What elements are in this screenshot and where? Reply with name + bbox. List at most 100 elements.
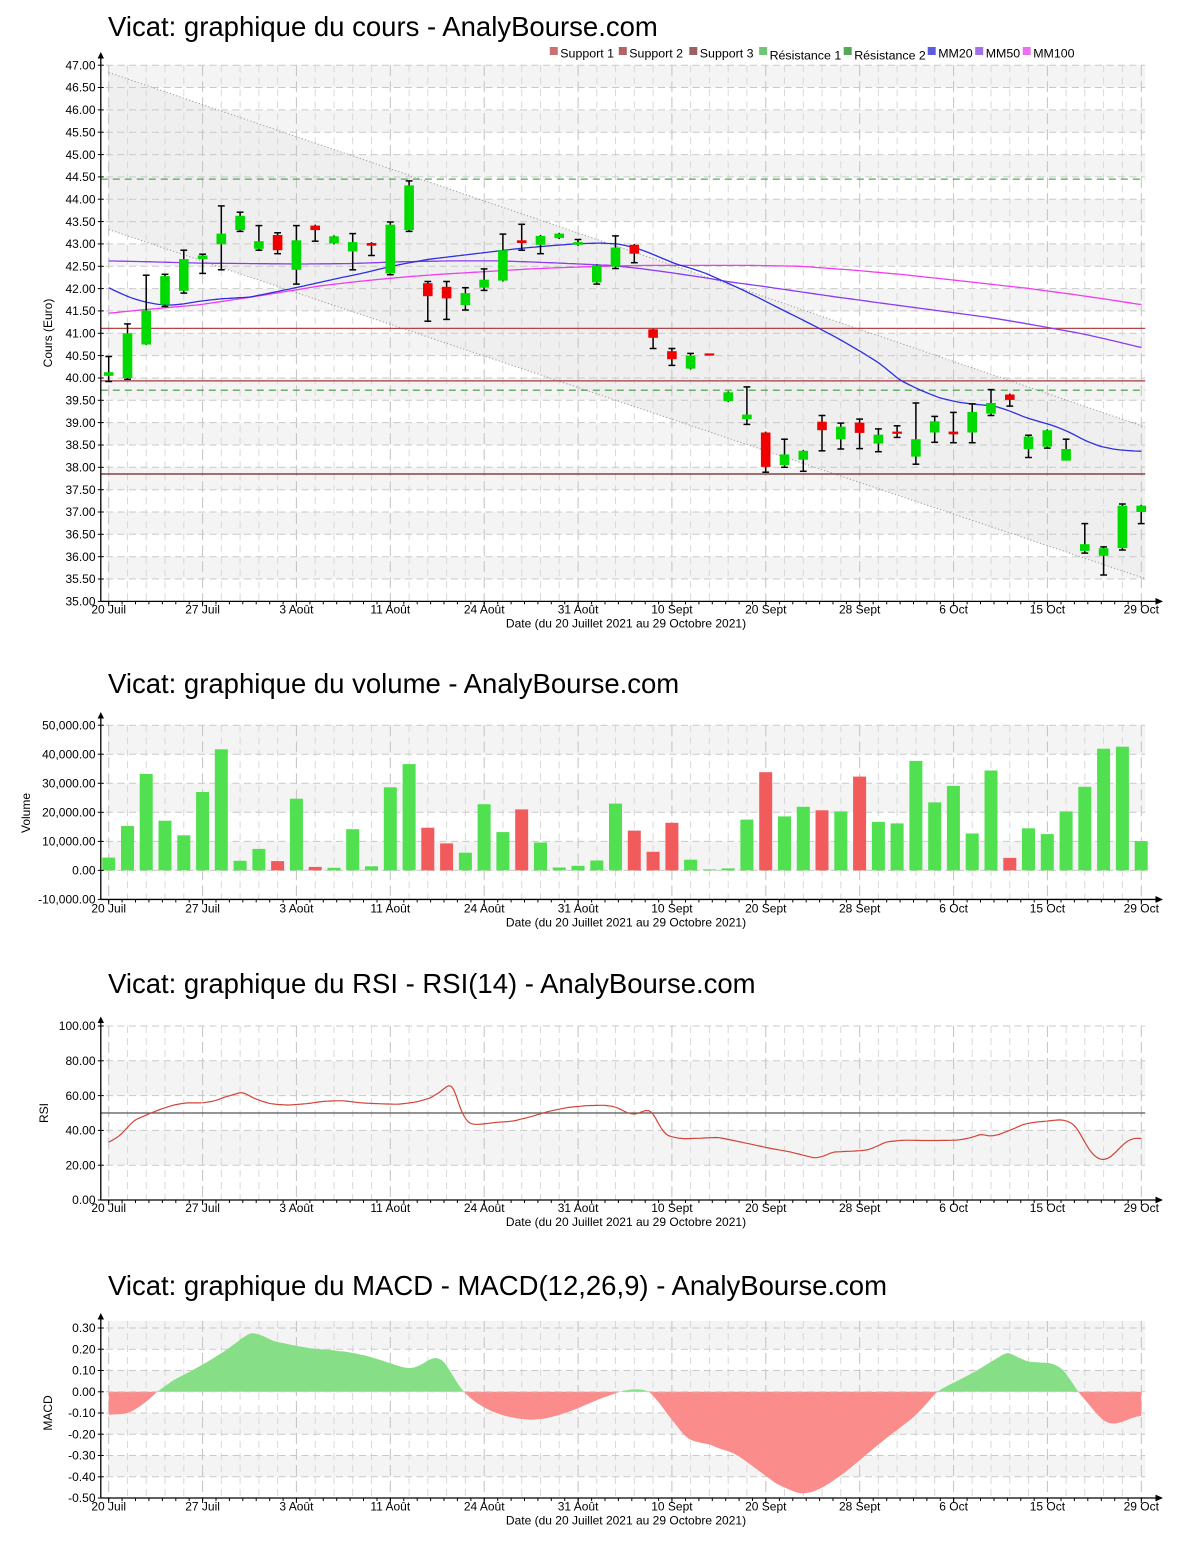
svg-text:Vicat: graphique du cours - An: Vicat: graphique du cours - AnalyBourse.… <box>108 11 658 42</box>
svg-text:6 Oct: 6 Oct <box>939 902 968 916</box>
svg-text:27 Juil: 27 Juil <box>185 1500 220 1514</box>
svg-text:39.50: 39.50 <box>65 394 95 408</box>
svg-text:Support 3: Support 3 <box>700 47 754 61</box>
svg-text:40,000.00: 40,000.00 <box>42 747 96 761</box>
svg-text:30,000.00: 30,000.00 <box>42 777 96 791</box>
svg-text:-0.40: -0.40 <box>68 1470 96 1484</box>
svg-text:45.50: 45.50 <box>65 125 95 139</box>
svg-text:MM20: MM20 <box>938 47 973 61</box>
svg-text:6 Oct: 6 Oct <box>939 1500 968 1514</box>
svg-text:-0.10: -0.10 <box>68 1406 96 1420</box>
svg-text:-0.50: -0.50 <box>68 1491 96 1505</box>
svg-text:27 Juil: 27 Juil <box>185 603 220 617</box>
svg-text:50,000.00: 50,000.00 <box>42 718 96 732</box>
svg-text:10 Sept: 10 Sept <box>651 902 693 916</box>
svg-text:20 Juil: 20 Juil <box>91 1500 126 1514</box>
svg-text:10,000.00: 10,000.00 <box>42 835 96 849</box>
svg-text:15 Oct: 15 Oct <box>1030 603 1066 617</box>
svg-text:27 Juil: 27 Juil <box>185 902 220 916</box>
svg-text:0.00: 0.00 <box>72 1385 96 1399</box>
svg-text:3 Août: 3 Août <box>279 902 314 916</box>
svg-text:0.00: 0.00 <box>72 1193 96 1207</box>
svg-text:10 Sept: 10 Sept <box>651 1500 693 1514</box>
svg-text:43.00: 43.00 <box>65 237 95 251</box>
svg-text:0.20: 0.20 <box>72 1343 96 1357</box>
svg-text:10 Sept: 10 Sept <box>651 603 693 617</box>
svg-text:Support 1: Support 1 <box>560 47 614 61</box>
svg-text:29 Oct: 29 Oct <box>1124 902 1160 916</box>
svg-text:0.00: 0.00 <box>72 864 96 878</box>
svg-text:Date (du 20 Juillet 2021 au 29: Date (du 20 Juillet 2021 au 29 Octobre 2… <box>506 916 746 930</box>
svg-text:60.00: 60.00 <box>65 1089 95 1103</box>
svg-text:40.00: 40.00 <box>65 371 95 385</box>
svg-text:20,000.00: 20,000.00 <box>42 806 96 820</box>
svg-text:Date (du 20 Juillet 2021 au 29: Date (du 20 Juillet 2021 au 29 Octobre 2… <box>506 1215 746 1229</box>
svg-text:20 Sept: 20 Sept <box>745 1500 787 1514</box>
svg-text:36.00: 36.00 <box>65 550 95 564</box>
svg-text:29 Oct: 29 Oct <box>1124 603 1160 617</box>
svg-text:20 Juil: 20 Juil <box>91 603 126 617</box>
svg-text:11 Août: 11 Août <box>370 902 410 916</box>
svg-text:41.00: 41.00 <box>65 327 95 341</box>
svg-text:Vicat: graphique du RSI - RSI(: Vicat: graphique du RSI - RSI(14) - Anal… <box>108 968 756 999</box>
svg-text:11 Août: 11 Août <box>370 603 410 617</box>
svg-text:24 Août: 24 Août <box>464 1500 505 1514</box>
svg-text:41.50: 41.50 <box>65 304 95 318</box>
svg-text:20 Sept: 20 Sept <box>745 1201 787 1215</box>
svg-text:-10,000.00: -10,000.00 <box>38 893 96 907</box>
svg-text:20.00: 20.00 <box>65 1158 95 1172</box>
svg-text:47.00: 47.00 <box>65 58 95 72</box>
svg-text:40.00: 40.00 <box>65 1124 95 1138</box>
svg-text:35.50: 35.50 <box>65 572 95 586</box>
svg-text:37.50: 37.50 <box>65 483 95 497</box>
svg-text:Date (du 20 Juillet 2021 au 29: Date (du 20 Juillet 2021 au 29 Octobre 2… <box>506 1514 746 1528</box>
svg-text:20 Juil: 20 Juil <box>91 902 126 916</box>
svg-text:20 Sept: 20 Sept <box>745 902 787 916</box>
svg-text:Résistance 1: Résistance 1 <box>770 49 842 63</box>
svg-text:100.00: 100.00 <box>59 1019 96 1033</box>
svg-text:Support 2: Support 2 <box>629 47 683 61</box>
svg-text:MM100: MM100 <box>1033 47 1074 61</box>
svg-text:24 Août: 24 Août <box>464 603 505 617</box>
svg-text:6 Oct: 6 Oct <box>939 603 968 617</box>
svg-text:24 Août: 24 Août <box>464 1201 505 1215</box>
svg-text:24 Août: 24 Août <box>464 902 505 916</box>
svg-text:31 Août: 31 Août <box>558 603 599 617</box>
svg-text:10 Sept: 10 Sept <box>651 1201 693 1215</box>
svg-text:39.00: 39.00 <box>65 416 95 430</box>
svg-text:Date (du 20 Juillet 2021 au 29: Date (du 20 Juillet 2021 au 29 Octobre 2… <box>506 617 746 631</box>
svg-text:35.00: 35.00 <box>65 595 95 609</box>
svg-text:46.00: 46.00 <box>65 103 95 117</box>
svg-text:20 Sept: 20 Sept <box>745 603 787 617</box>
svg-text:11 Août: 11 Août <box>370 1201 410 1215</box>
svg-text:Volume: Volume <box>19 793 33 833</box>
svg-text:29 Oct: 29 Oct <box>1124 1201 1160 1215</box>
svg-text:45.00: 45.00 <box>65 148 95 162</box>
svg-text:0.30: 0.30 <box>72 1321 96 1335</box>
svg-text:15 Oct: 15 Oct <box>1030 902 1066 916</box>
svg-text:3 Août: 3 Août <box>279 1500 314 1514</box>
svg-text:29 Oct: 29 Oct <box>1124 1500 1160 1514</box>
svg-text:11 Août: 11 Août <box>370 1500 410 1514</box>
svg-text:42.00: 42.00 <box>65 282 95 296</box>
svg-text:RSI: RSI <box>37 1103 51 1123</box>
svg-text:36.50: 36.50 <box>65 528 95 542</box>
svg-text:Résistance 2: Résistance 2 <box>854 49 926 63</box>
svg-text:44.00: 44.00 <box>65 192 95 206</box>
svg-text:28 Sept: 28 Sept <box>839 902 881 916</box>
svg-text:80.00: 80.00 <box>65 1054 95 1068</box>
svg-text:Vicat: graphique du MACD - MAC: Vicat: graphique du MACD - MACD(12,26,9)… <box>108 1270 887 1301</box>
svg-text:15 Oct: 15 Oct <box>1030 1201 1066 1215</box>
svg-text:31 Août: 31 Août <box>558 902 599 916</box>
svg-text:MACD: MACD <box>41 1395 55 1431</box>
svg-text:42.50: 42.50 <box>65 260 95 274</box>
svg-text:3 Août: 3 Août <box>279 603 314 617</box>
svg-text:43.50: 43.50 <box>65 215 95 229</box>
svg-text:20 Juil: 20 Juil <box>91 1201 126 1215</box>
svg-text:40.50: 40.50 <box>65 349 95 363</box>
svg-text:27 Juil: 27 Juil <box>185 1201 220 1215</box>
svg-text:37.00: 37.00 <box>65 505 95 519</box>
svg-text:Vicat: graphique du volume - A: Vicat: graphique du volume - AnalyBourse… <box>108 668 679 699</box>
svg-text:31 Août: 31 Août <box>558 1500 599 1514</box>
svg-text:0.10: 0.10 <box>72 1364 96 1378</box>
